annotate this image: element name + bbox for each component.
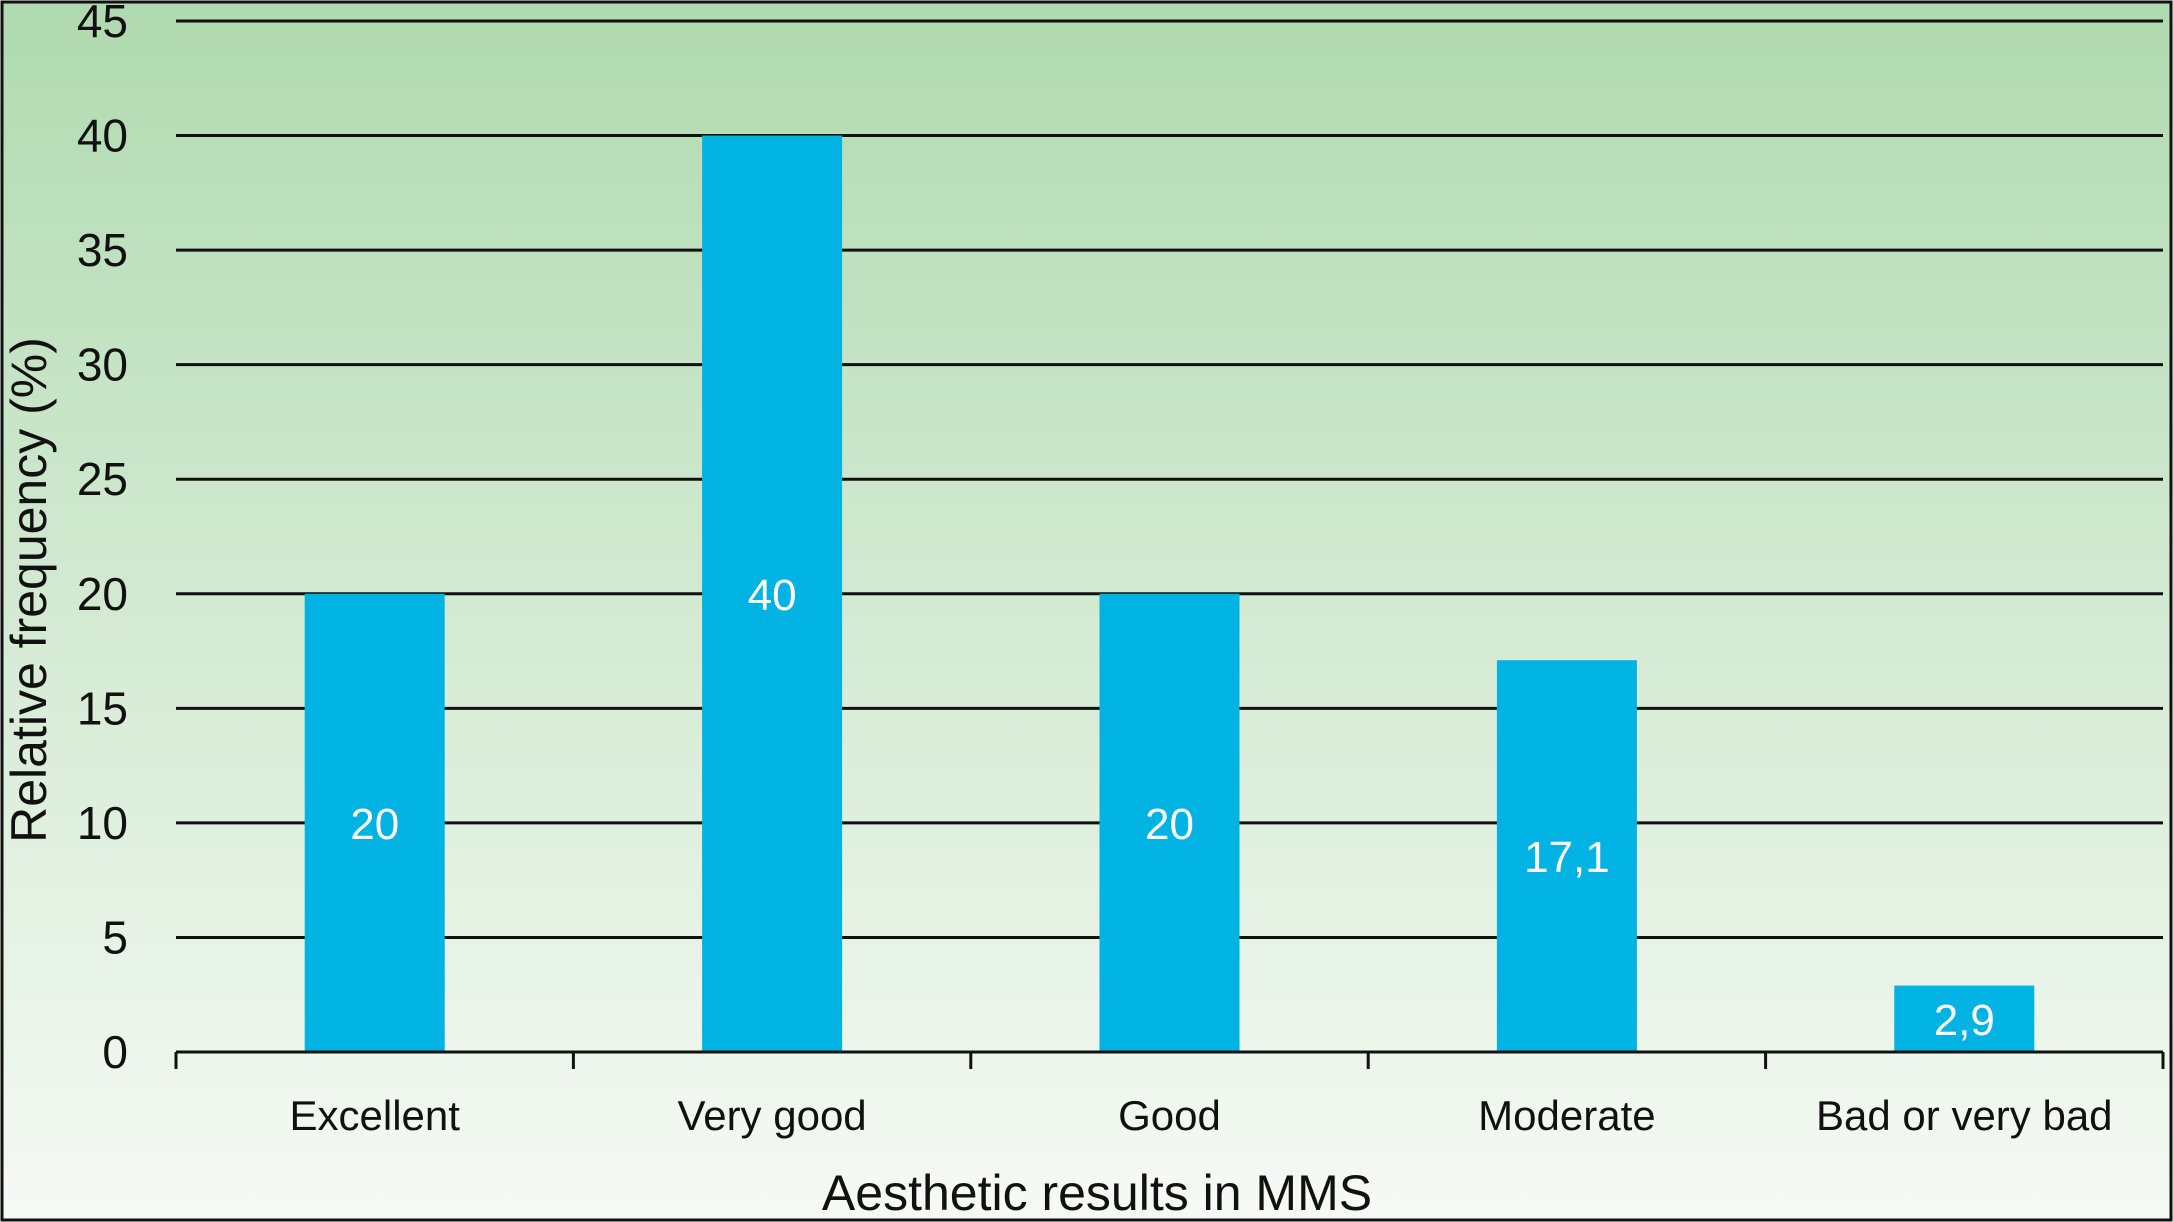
- bars: [304, 135, 2035, 1053]
- x-axis-title: Aesthetic results in MMS: [822, 1165, 1372, 1221]
- y-tick-label: 20: [77, 568, 128, 620]
- y-tick-label: 30: [77, 339, 128, 391]
- x-tick-label: Moderate: [1478, 1092, 1655, 1139]
- bar: [1496, 660, 1637, 1052]
- y-tick-labels: 0 5 10 15 20 25 30 35 40 45: [77, 0, 128, 1078]
- data-labels: 20 40 20 17,1 2,9: [350, 571, 1995, 1045]
- data-label: 20: [350, 800, 399, 849]
- data-label: 40: [748, 571, 797, 620]
- x-axis: [174, 1050, 2165, 1069]
- data-label: 17,1: [1524, 833, 1610, 882]
- y-tick-label: 5: [102, 911, 128, 963]
- y-tick-label: 40: [77, 110, 128, 162]
- x-tick-label: Excellent: [289, 1092, 460, 1139]
- y-axis-title: Relative frequency (%): [1, 337, 57, 843]
- y-tick-label: 35: [77, 224, 128, 276]
- x-tick-label: Good: [1118, 1092, 1221, 1139]
- bar: [1894, 985, 2035, 1052]
- bar: [1099, 593, 1240, 1052]
- data-label: 20: [1145, 800, 1194, 849]
- y-tick-label: 10: [77, 797, 128, 849]
- data-label: 2,9: [1934, 996, 1995, 1045]
- y-tick-label: 15: [77, 682, 128, 734]
- gridlines: [176, 19, 2163, 939]
- bar: [304, 593, 445, 1052]
- x-tick-label: Very good: [678, 1092, 867, 1139]
- x-tick-label: Bad or very bad: [1816, 1092, 2113, 1139]
- y-tick-label: 45: [77, 0, 128, 47]
- y-tick-label: 25: [77, 453, 128, 505]
- bar: [702, 135, 843, 1053]
- y-tick-label: 0: [102, 1026, 128, 1078]
- x-tick-labels: Excellent Very good Good Moderate Bad or ver…: [289, 1092, 2112, 1139]
